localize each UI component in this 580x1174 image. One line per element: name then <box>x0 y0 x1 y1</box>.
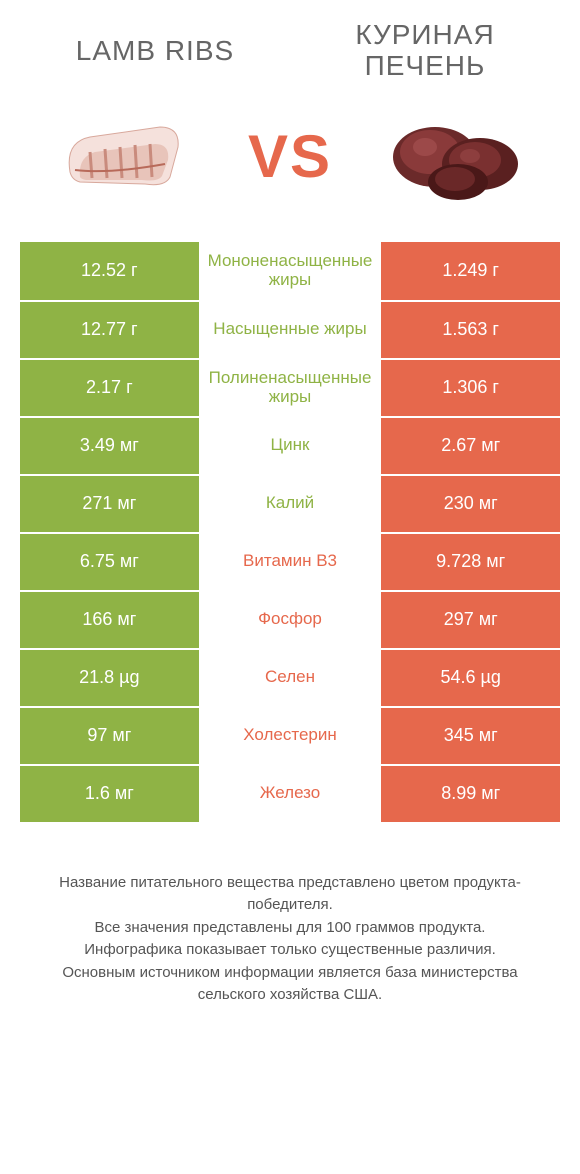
table-row: 1.6 мгЖелезо8.99 мг <box>20 764 560 822</box>
table-row: 12.52 гМононенасыщенные жиры1.249 г <box>20 242 560 300</box>
lamb-ribs-image <box>50 102 200 212</box>
vs-label: VS <box>248 122 332 191</box>
footer-line-2: Все значения представлены для 100 граммо… <box>30 917 550 940</box>
table-row: 6.75 мгВитамин B39.728 мг <box>20 532 560 590</box>
footer-line-3: Инфографика показывает только существенн… <box>30 939 550 962</box>
table-row: 12.77 гНасыщенные жиры1.563 г <box>20 300 560 358</box>
right-product-title: КУРИНАЯ ПЕЧЕНЬ <box>290 20 560 82</box>
left-value-cell: 12.52 г <box>20 242 201 300</box>
vs-row: VS <box>20 102 560 212</box>
footer-notes: Название питательного вещества представл… <box>20 872 560 1007</box>
right-value-cell: 1.306 г <box>379 358 560 416</box>
nutrient-label-cell: Витамин B3 <box>201 532 380 590</box>
infographic-container: LAMB RIBS КУРИНАЯ ПЕЧЕНЬ VS <box>0 0 580 1017</box>
left-value-cell: 2.17 г <box>20 358 201 416</box>
left-value-cell: 271 мг <box>20 474 201 532</box>
chicken-liver-image <box>380 102 530 212</box>
left-value-cell: 3.49 мг <box>20 416 201 474</box>
left-value-cell: 21.8 µg <box>20 648 201 706</box>
left-value-cell: 1.6 мг <box>20 764 201 822</box>
right-title-line1: КУРИНАЯ <box>290 20 560 51</box>
table-row: 3.49 мгЦинк2.67 мг <box>20 416 560 474</box>
nutrient-label-cell: Мононенасыщенные жиры <box>201 242 380 300</box>
right-value-cell: 54.6 µg <box>379 648 560 706</box>
nutrient-label-cell: Насыщенные жиры <box>201 300 380 358</box>
left-value-cell: 6.75 мг <box>20 532 201 590</box>
nutrient-label-cell: Селен <box>201 648 380 706</box>
left-value-cell: 12.77 г <box>20 300 201 358</box>
right-value-cell: 2.67 мг <box>379 416 560 474</box>
table-row: 97 мгХолестерин345 мг <box>20 706 560 764</box>
nutrient-label-cell: Цинк <box>201 416 380 474</box>
table-row: 21.8 µgСелен54.6 µg <box>20 648 560 706</box>
left-value-cell: 97 мг <box>20 706 201 764</box>
left-product-title: LAMB RIBS <box>20 35 290 67</box>
right-value-cell: 1.563 г <box>379 300 560 358</box>
titles-row: LAMB RIBS КУРИНАЯ ПЕЧЕНЬ <box>20 20 560 82</box>
comparison-table: 12.52 гМононенасыщенные жиры1.249 г12.77… <box>20 242 560 822</box>
right-value-cell: 345 мг <box>379 706 560 764</box>
nutrient-label-cell: Полиненасыщенные жиры <box>201 358 380 416</box>
table-row: 166 мгФосфор297 мг <box>20 590 560 648</box>
footer-line-4: Основным источником информации является … <box>30 962 550 1007</box>
right-value-cell: 9.728 мг <box>379 532 560 590</box>
footer-line-1: Название питательного вещества представл… <box>30 872 550 917</box>
right-value-cell: 1.249 г <box>379 242 560 300</box>
table-row: 271 мгКалий230 мг <box>20 474 560 532</box>
right-title-line2: ПЕЧЕНЬ <box>290 51 560 82</box>
nutrient-label-cell: Фосфор <box>201 590 380 648</box>
table-row: 2.17 гПолиненасыщенные жиры1.306 г <box>20 358 560 416</box>
left-value-cell: 166 мг <box>20 590 201 648</box>
nutrient-label-cell: Железо <box>201 764 380 822</box>
right-value-cell: 8.99 мг <box>379 764 560 822</box>
right-value-cell: 230 мг <box>379 474 560 532</box>
nutrient-label-cell: Холестерин <box>201 706 380 764</box>
nutrient-label-cell: Калий <box>201 474 380 532</box>
right-value-cell: 297 мг <box>379 590 560 648</box>
